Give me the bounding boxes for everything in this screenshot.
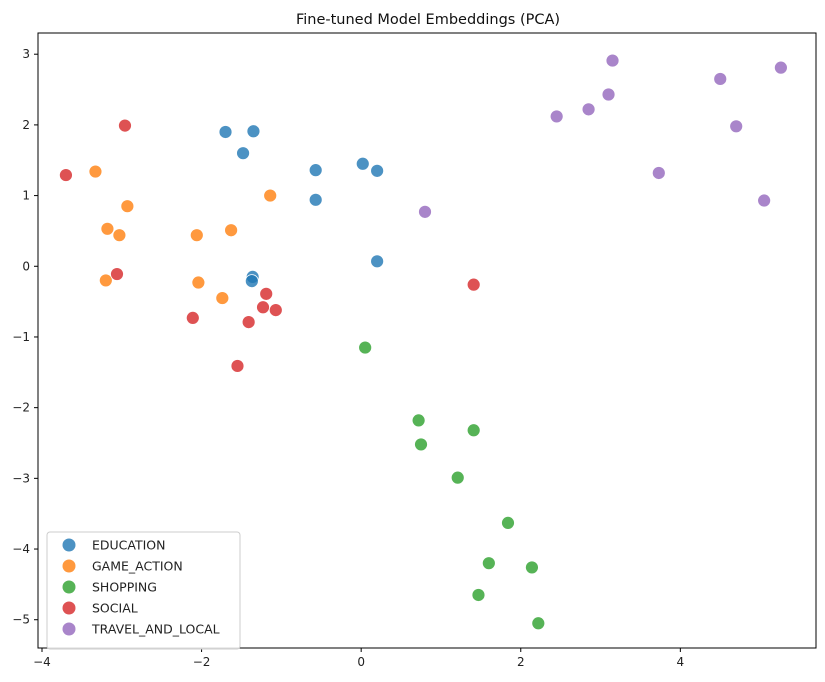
scatter-point bbox=[189, 228, 204, 243]
y-axis: −5 −4 −3 −2 −1 0 1 2 3 bbox=[12, 47, 38, 627]
scatter-point bbox=[729, 119, 744, 134]
legend-label: SHOPPING bbox=[92, 580, 157, 595]
scatter-point bbox=[466, 423, 481, 438]
scatter-point bbox=[120, 199, 135, 214]
y-tick-label: −3 bbox=[12, 471, 30, 485]
scatter-point bbox=[370, 254, 385, 269]
scatter-point bbox=[118, 118, 132, 133]
scatter-point bbox=[358, 340, 373, 355]
scatter-point bbox=[263, 188, 278, 203]
scatter-point bbox=[110, 267, 124, 281]
y-tick-label: 0 bbox=[22, 259, 30, 273]
scatter-point bbox=[215, 291, 230, 305]
y-tick-label: −2 bbox=[12, 401, 30, 415]
legend-box bbox=[46, 531, 241, 650]
scatter-point bbox=[601, 87, 616, 102]
scatter-point bbox=[308, 192, 323, 207]
scatter-point bbox=[411, 413, 426, 428]
legend-label: EDUCATION bbox=[92, 538, 166, 553]
scatter-point bbox=[59, 168, 73, 182]
y-tick-label: 2 bbox=[22, 118, 30, 132]
legend-marker bbox=[62, 559, 76, 573]
legend-marker bbox=[62, 538, 76, 552]
legend-label: GAME_ACTION bbox=[92, 559, 183, 574]
scatter-point bbox=[88, 164, 103, 179]
series-social bbox=[59, 118, 481, 373]
scatter-point bbox=[100, 221, 115, 236]
x-tick-label: −4 bbox=[33, 655, 51, 669]
series-travel-and-local bbox=[418, 53, 788, 219]
series-game-action bbox=[88, 164, 278, 305]
scatter-point bbox=[651, 166, 666, 180]
scatter-point bbox=[531, 616, 546, 631]
y-tick-label: 1 bbox=[22, 189, 30, 203]
scatter-point bbox=[191, 275, 206, 290]
scatter-point bbox=[236, 146, 250, 161]
x-tick-label: −2 bbox=[193, 655, 211, 669]
chart-title: Fine-tuned Model Embeddings (PCA) bbox=[296, 12, 560, 28]
scatter-point bbox=[185, 310, 200, 325]
scatter-point bbox=[218, 125, 233, 139]
legend-label: TRAVEL_AND_LOCAL bbox=[91, 622, 220, 637]
scatter-point bbox=[773, 60, 788, 75]
series-education bbox=[218, 124, 385, 289]
scatter-point bbox=[355, 156, 370, 171]
x-tick-label: 4 bbox=[677, 655, 685, 669]
scatter-point bbox=[241, 315, 256, 330]
scatter-point bbox=[246, 124, 261, 139]
legend-marker bbox=[62, 622, 76, 636]
legend-label: SOCIAL bbox=[92, 601, 138, 616]
scatter-point bbox=[256, 300, 270, 315]
scatter-point bbox=[481, 556, 496, 571]
scatter-point bbox=[112, 228, 127, 243]
scatter-point bbox=[244, 274, 259, 289]
scatter-point bbox=[224, 223, 239, 238]
scatter-point bbox=[418, 204, 432, 219]
legend-marker bbox=[62, 580, 76, 594]
scatter-point bbox=[466, 277, 481, 292]
scatter-point bbox=[471, 588, 486, 602]
scatter-point bbox=[230, 359, 245, 373]
scatter-point bbox=[450, 470, 465, 485]
scatter-point bbox=[581, 102, 596, 117]
scatter-point bbox=[414, 437, 428, 452]
y-tick-label: −1 bbox=[12, 330, 30, 344]
scatter-point bbox=[370, 163, 385, 178]
y-tick-label: −4 bbox=[12, 542, 30, 556]
legend: EDUCATION GAME_ACTION SHOPPING SOCIAL TRAVEL… bbox=[46, 531, 241, 650]
scatter-point bbox=[98, 273, 113, 288]
plot-area bbox=[37, 32, 817, 649]
y-tick-label: 3 bbox=[22, 47, 30, 61]
scatter-point bbox=[501, 515, 515, 530]
scatter-point bbox=[259, 286, 274, 301]
y-tick-label: −5 bbox=[12, 613, 30, 627]
data-points bbox=[59, 53, 788, 631]
scatter-point bbox=[308, 163, 323, 178]
scatter-point bbox=[713, 72, 728, 86]
scatter-point bbox=[757, 193, 772, 208]
x-tick-label: 0 bbox=[357, 655, 365, 669]
series-shopping bbox=[358, 340, 546, 631]
legend-marker bbox=[62, 601, 76, 615]
scatter-point bbox=[605, 53, 620, 68]
x-axis: −4 −2 0 2 4 bbox=[33, 648, 684, 669]
scatter-point bbox=[549, 109, 564, 124]
x-tick-label: 2 bbox=[517, 655, 525, 669]
scatter-point bbox=[525, 560, 539, 575]
scatter-point bbox=[268, 303, 283, 318]
